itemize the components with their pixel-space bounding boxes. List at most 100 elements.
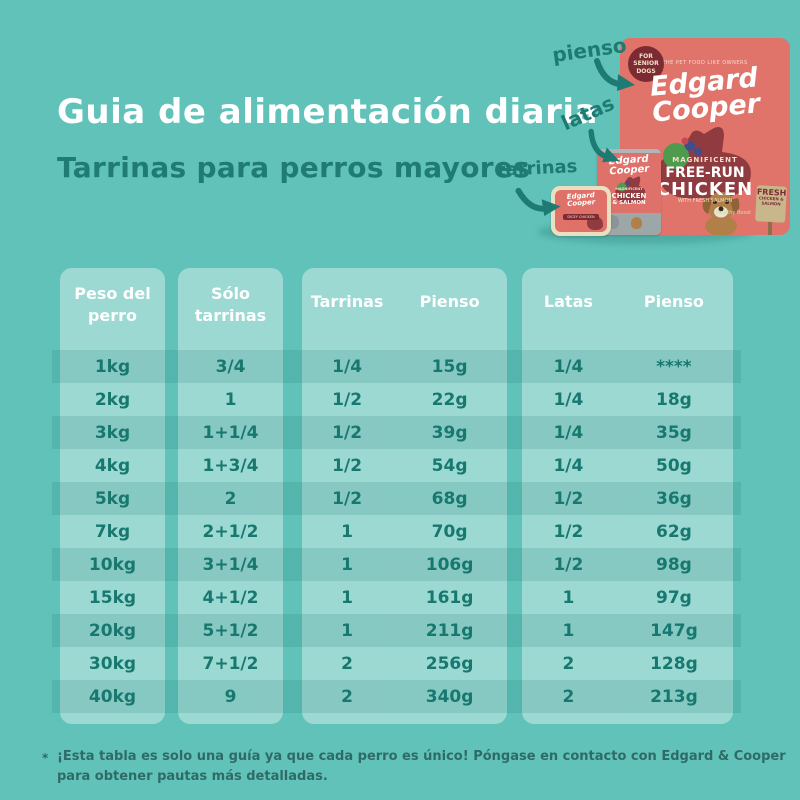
cell-solo: 1+1/4 — [202, 422, 259, 443]
table-row: 2 256g — [302, 647, 507, 680]
table-row: 2+1/2 — [178, 515, 283, 548]
tray-brand-logo: Edgard Cooper — [555, 191, 607, 208]
cell-weight: 10kg — [88, 554, 137, 575]
table-row: 5+1/2 — [178, 614, 283, 647]
table-row: 1/2 98g — [522, 548, 733, 581]
cell-latas: 1/4 — [553, 389, 584, 410]
footnote-marker: * — [42, 751, 49, 765]
table-row: 1/4 35g — [522, 416, 733, 449]
header-text: Latas — [543, 292, 593, 312]
table-box-weight — [60, 268, 165, 724]
table-row: 1/4 50g — [522, 449, 733, 482]
cell-weight: 3kg — [94, 422, 131, 443]
table-box-tarrinas-pienso — [302, 268, 507, 724]
cell-weight: 1kg — [94, 356, 131, 377]
column-rows: 1/4 **** 1/4 18g 1/4 35g 1/4 50g 1/2 36g 1/2 62g 1/2… — [522, 350, 733, 713]
bag-tagline: THE PET FOOD LIKE OWNERS — [662, 60, 748, 66]
column-rows: 1kg 2kg 3kg 4kg 5kg 7kg 10kg 15kg 20kg 30kg 40kg — [60, 350, 165, 713]
table-row: 1+3/4 — [178, 449, 283, 482]
table-row: 7+1/2 — [178, 647, 283, 680]
table-row: 2 340g — [302, 680, 507, 713]
dog-illustration — [702, 192, 740, 235]
cell-pienso2: **** — [656, 356, 692, 377]
cell-pienso1: 54g — [431, 455, 468, 476]
cell-solo: 7+1/2 — [202, 653, 259, 674]
can-name-line2: & SALMON — [612, 200, 646, 206]
cell-solo: 3/4 — [215, 356, 246, 377]
table-row-stripes — [52, 350, 741, 713]
can-name-line1: CHICKEN — [611, 192, 647, 200]
cell-solo: 9 — [224, 686, 237, 707]
header-text: Sólo — [211, 284, 250, 304]
cell-weight: 5kg — [94, 488, 131, 509]
table-row: 1 — [178, 383, 283, 416]
can-descriptor: MAGNIFICENT — [615, 187, 643, 191]
cell-pienso1: 15g — [431, 356, 468, 377]
cell-tarrinas: 1 — [341, 521, 354, 542]
cell-latas: 1/2 — [553, 554, 584, 575]
column-header-latas-pienso: Latas Pienso — [522, 268, 733, 350]
header-text: tarrinas — [194, 306, 267, 325]
column-tarrinas-pienso: Tarrinas Pienso 1/4 15g 1/2 22g 1/2 39g 1/2 54g… — [302, 268, 507, 724]
footnote-text: ¡Esta tabla es solo una guía ya que cada… — [57, 747, 786, 787]
table-row: 1kg — [60, 350, 165, 383]
cell-pienso1: 211g — [425, 620, 474, 641]
table-row: 40kg — [60, 680, 165, 713]
table-row: 10kg — [60, 548, 165, 581]
header-text: Pienso — [643, 292, 704, 312]
table-row: 3kg — [60, 416, 165, 449]
cell-pienso2: 97g — [655, 587, 692, 608]
fresh-sign: FRESH CHICKEN & SALMON — [755, 185, 787, 223]
cell-pienso1: 39g — [431, 422, 468, 443]
footnote: * ¡Esta tabla es solo una guía ya que ca… — [42, 747, 786, 787]
cell-tarrinas: 1/2 — [332, 422, 363, 443]
tray-name: DICEY CHICKEN — [563, 214, 599, 220]
label-tarrinas: tarrinas — [496, 155, 578, 182]
cell-weight: 7kg — [94, 521, 131, 542]
can-chicken-illustration — [615, 176, 646, 204]
cell-tarrinas: 2 — [341, 653, 354, 674]
footnote-line1: ¡Esta tabla es solo una guía ya que cada… — [57, 749, 786, 764]
footnote-line2: para obtener pautas más detalladas. — [57, 769, 328, 785]
cell-pienso2: 36g — [655, 488, 692, 509]
cell-pienso1: 340g — [425, 686, 474, 707]
cell-pienso1: 70g — [431, 521, 468, 542]
cell-pienso2: 147g — [650, 620, 698, 641]
bag-name-line2: CHICKEN — [656, 179, 754, 200]
column-header-weight: Peso del perro — [60, 268, 165, 350]
table-row: 1/2 62g — [522, 515, 733, 548]
table-row: 1 147g — [522, 614, 733, 647]
table-row: 1/4 **** — [522, 350, 733, 383]
cell-pienso2: 213g — [650, 686, 698, 707]
table-row: 2kg — [60, 383, 165, 416]
cell-pienso1: 68g — [431, 488, 468, 509]
cell-latas: 2 — [562, 686, 575, 707]
cell-latas: 2 — [562, 653, 575, 674]
cell-latas: 1/4 — [553, 455, 584, 476]
table-box-latas-pienso — [522, 268, 733, 724]
cell-solo: 1+3/4 — [202, 455, 259, 476]
page-title: Guia de alimentación diaria — [57, 92, 598, 132]
cell-weight: 15kg — [88, 587, 137, 608]
cell-pienso2: 18g — [655, 389, 692, 410]
table-row: 7kg — [60, 515, 165, 548]
table-row: 3+1/4 — [178, 548, 283, 581]
cell-latas: 1 — [562, 620, 575, 641]
cell-pienso1: 256g — [425, 653, 474, 674]
table-row: 2 213g — [522, 680, 733, 713]
cell-solo: 1 — [224, 389, 237, 410]
fresh-sign-post — [768, 220, 772, 235]
fresh-sign-sub: CHICKEN & SALMON — [758, 195, 784, 207]
table-row: 3/4 — [178, 350, 283, 383]
cell-latas: 1 — [562, 587, 575, 608]
cell-pienso1: 22g — [431, 389, 468, 410]
cell-pienso2: 98g — [655, 554, 692, 575]
cell-weight: 4kg — [94, 455, 131, 476]
cell-solo: 2+1/2 — [202, 521, 259, 542]
table-row: 1 97g — [522, 581, 733, 614]
column-latas-pienso: Latas Pienso 1/4 **** 1/4 18g 1/4 35g 1/4 50g 1/… — [522, 268, 733, 724]
curved-arrow-icon — [588, 128, 620, 163]
cell-pienso2: 35g — [655, 422, 692, 443]
table-row: 1/4 15g — [302, 350, 507, 383]
